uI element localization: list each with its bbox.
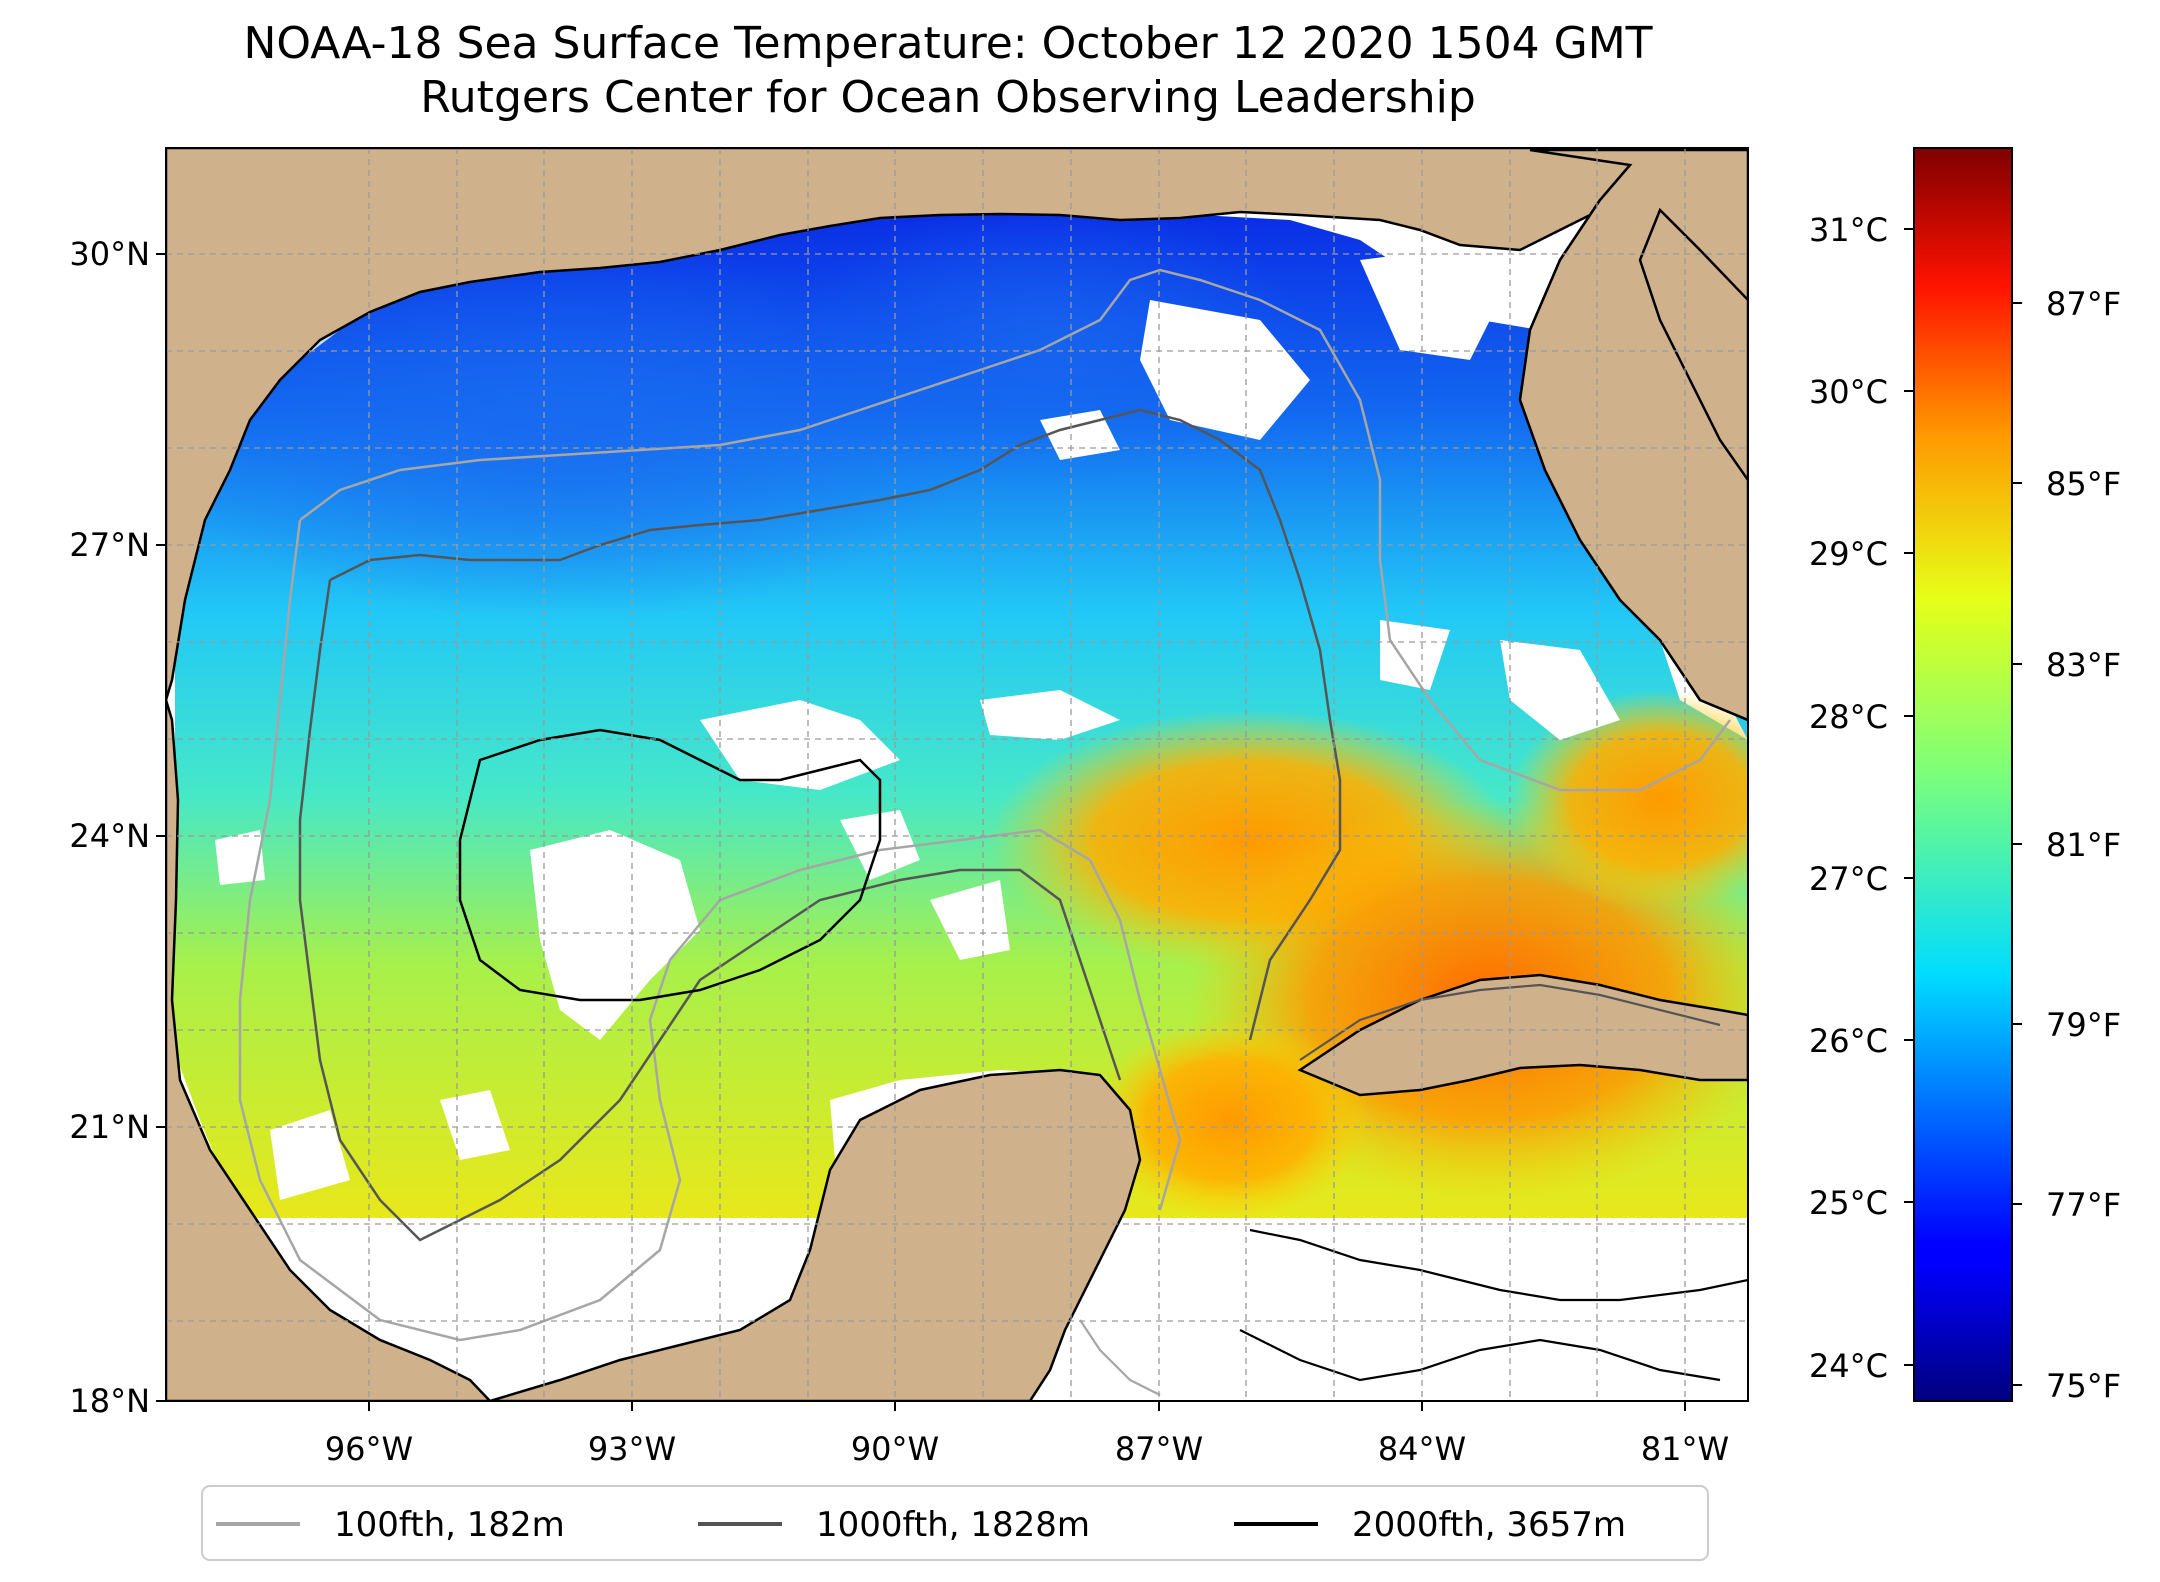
fahrenheit-tick-label: 83°F [2046, 646, 2121, 684]
celsius-tick-label: 29°C [1809, 535, 1888, 573]
map-frame [165, 147, 1749, 1402]
lon-tick-label: 90°W [851, 1430, 939, 1468]
title-line-1: NOAA-18 Sea Surface Temperature: October… [243, 18, 1652, 69]
colorbar [1913, 147, 2013, 1402]
legend-box [201, 1485, 1709, 1561]
celsius-tick-label: 27°C [1809, 860, 1888, 898]
celsius-tick-label: 31°C [1809, 211, 1888, 249]
legend-label-100fth: 100fth, 182m [334, 1505, 565, 1545]
contour-2000fth [458, 728, 882, 1002]
cloud-patches [215, 250, 1620, 1200]
lat-tick-labels: 30°N 27°N 24°N 21°N 18°N [69, 235, 150, 1420]
title-line-2: Rutgers Center for Ocean Observing Leade… [420, 72, 1476, 123]
colorbar-celsius-tick-marks [1904, 228, 1914, 1366]
land-florida [1518, 148, 1748, 722]
legend: 100fth, 182m 1000fth, 1828m 2000fth, 365… [201, 1485, 1709, 1561]
map-area [166, 148, 1748, 1401]
contour-100fth [1079, 1319, 1161, 1396]
lat-tick-label: 27°N [69, 526, 150, 564]
colorbar-fahrenheit-tick-marks [2012, 302, 2022, 1386]
celsius-tick-label: 24°C [1809, 1347, 1888, 1385]
fahrenheit-tick-label: 81°F [2046, 826, 2121, 864]
warm-region [1510, 690, 1748, 910]
bathymetry-contours [238, 268, 1748, 1396]
colorbar-celsius-labels: 31°C 30°C 29°C 28°C 27°C 26°C 25°C 24°C [1809, 211, 1888, 1385]
contour-1000fth [329, 408, 1342, 1041]
lon-tick-label: 87°W [1115, 1430, 1203, 1468]
lat-tick-label: 18°N [69, 1382, 150, 1420]
land-yucatan [489, 1068, 1142, 1401]
lon-tick-label: 84°W [1378, 1430, 1466, 1468]
celsius-tick-label: 30°C [1809, 373, 1888, 411]
lat-tick-marks [156, 253, 166, 1402]
celsius-tick-label: 25°C [1809, 1184, 1888, 1222]
lon-tick-labels: 96°W 93°W 90°W 87°W 84°W 81°W [325, 1430, 1729, 1468]
lon-tick-label: 96°W [325, 1430, 413, 1468]
lon-tick-label: 93°W [588, 1430, 676, 1468]
celsius-tick-label: 28°C [1809, 698, 1888, 736]
legend-label-2000fth: 2000fth, 3657m [1352, 1505, 1626, 1545]
contour-100fth [238, 519, 1182, 1342]
lat-tick-label: 24°N [69, 817, 150, 855]
legend-label-1000fth: 1000fth, 1828m [816, 1505, 1090, 1545]
land-mexico-west [166, 699, 492, 1401]
fahrenheit-tick-label: 85°F [2046, 465, 2121, 503]
fahrenheit-tick-label: 75°F [2046, 1367, 2121, 1405]
contour-100fth [299, 268, 1731, 792]
lat-tick-label: 30°N [69, 235, 150, 273]
lat-tick-label: 21°N [69, 1108, 150, 1146]
lon-tick-marks [368, 1401, 1686, 1411]
celsius-tick-label: 26°C [1809, 1022, 1888, 1060]
contour-1000fth [298, 579, 1122, 1242]
fahrenheit-tick-label: 79°F [2046, 1006, 2121, 1044]
fahrenheit-tick-label: 77°F [2046, 1186, 2121, 1224]
contour-2000fth [1249, 1228, 1748, 1302]
contour-2000fth [1239, 1329, 1721, 1382]
colorbar-fahrenheit-labels: 87°F 85°F 83°F 81°F 79°F 77°F 75°F [2046, 285, 2121, 1405]
fahrenheit-tick-label: 87°F [2046, 285, 2121, 323]
lon-tick-label: 81°W [1641, 1430, 1729, 1468]
